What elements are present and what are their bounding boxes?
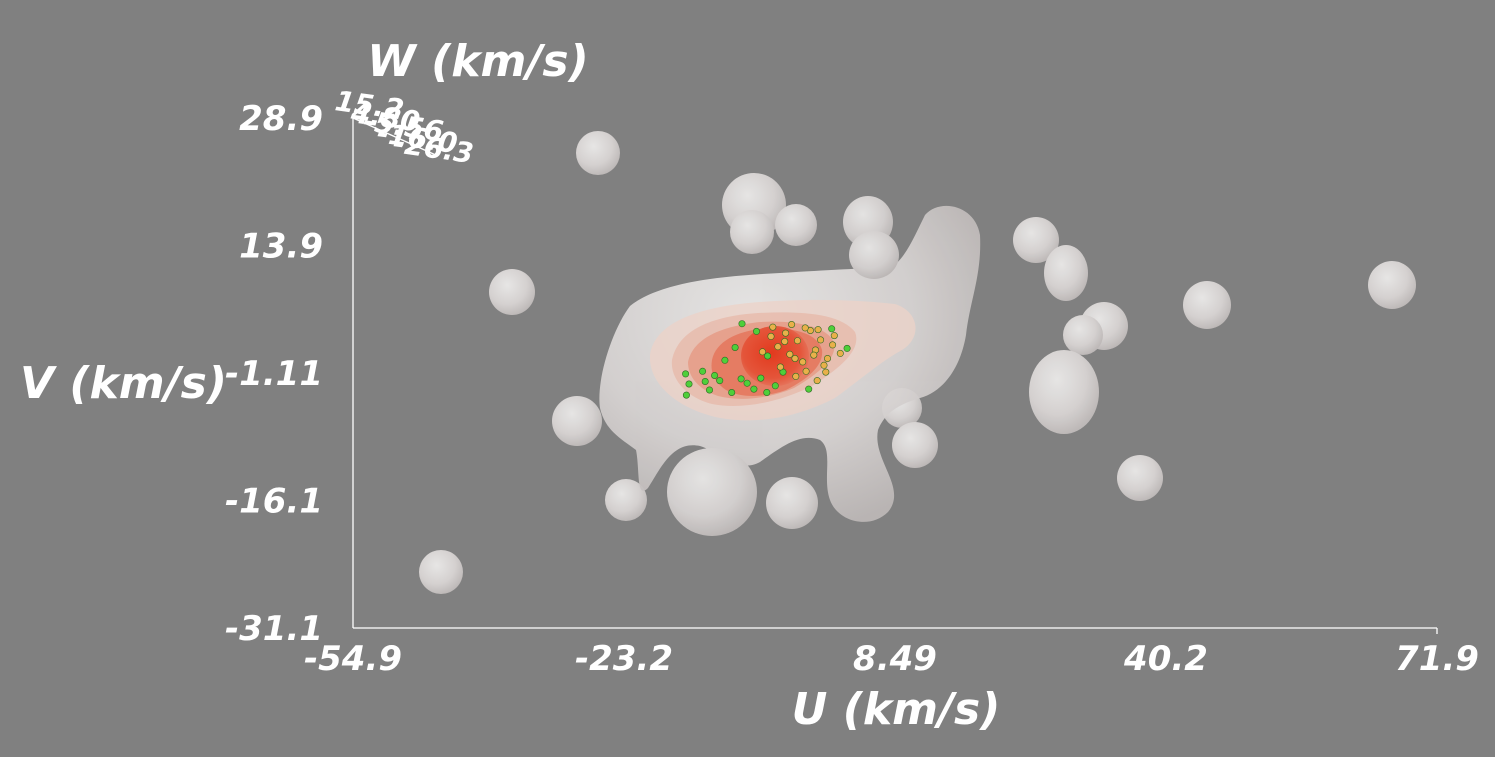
- data-point: [837, 350, 843, 356]
- outlier-blob: [1117, 455, 1163, 501]
- w-tick-labels: 15.24.80-5.56-16.0-26.3: [333, 84, 476, 170]
- data-point: [686, 381, 692, 387]
- w-tick-label: -26.3: [391, 126, 476, 170]
- data-point: [722, 357, 728, 363]
- x-tick-label: -23.2: [575, 639, 673, 679]
- data-point: [683, 392, 689, 398]
- y-tick-labels: -31.1 -16.1 -1.11 13.9 28.9: [225, 99, 323, 649]
- data-point: [815, 326, 821, 332]
- y-tick-label: -16.1: [225, 482, 323, 522]
- data-point: [788, 321, 794, 327]
- data-point: [751, 386, 757, 392]
- data-point: [772, 383, 778, 389]
- data-point: [732, 344, 738, 350]
- data-point: [729, 389, 735, 395]
- data-point: [759, 349, 765, 355]
- isosurface-volume: [419, 131, 1416, 594]
- data-point: [814, 377, 820, 383]
- data-point: [817, 337, 823, 343]
- outlier-blob: [1183, 281, 1231, 329]
- data-point: [800, 359, 806, 365]
- data-point: [829, 326, 835, 332]
- outlier-blob: [892, 422, 938, 468]
- data-point: [782, 330, 788, 336]
- outlier-blob: [419, 550, 463, 594]
- data-point: [775, 344, 781, 350]
- x-tick-labels: -54.9 -23.2 8.49 40.2 71.9: [304, 639, 1479, 679]
- outlier-blob: [766, 477, 818, 529]
- data-point: [829, 342, 835, 348]
- outlier-blob: [552, 396, 602, 446]
- outlier-blob: [730, 210, 774, 254]
- w-axis-label: W (km/s): [367, 36, 588, 87]
- data-point: [777, 364, 783, 370]
- y-tick-label: 28.9: [239, 99, 323, 139]
- y-tick-label: 13.9: [239, 227, 323, 267]
- outlier-blob: [775, 204, 817, 246]
- outlier-blob: [1044, 245, 1088, 301]
- data-point: [768, 333, 774, 339]
- data-point: [782, 338, 788, 344]
- data-point: [717, 377, 723, 383]
- data-point: [811, 352, 817, 358]
- data-point: [702, 378, 708, 384]
- data-point: [793, 373, 799, 379]
- outlier-blob: [489, 269, 535, 315]
- outlier-blob: [1029, 350, 1099, 434]
- data-point: [787, 351, 793, 357]
- data-point: [806, 386, 812, 392]
- data-point: [739, 321, 745, 327]
- data-point: [803, 368, 809, 374]
- x-tick-label: 71.9: [1395, 639, 1479, 679]
- data-point: [738, 376, 744, 382]
- data-point: [706, 387, 712, 393]
- data-point: [758, 375, 764, 381]
- outlier-blob: [576, 131, 620, 175]
- x-axis-label: U (km/s): [792, 684, 1001, 735]
- data-point: [792, 355, 798, 361]
- data-point: [823, 369, 829, 375]
- data-point: [821, 362, 827, 368]
- data-point: [682, 371, 688, 377]
- x-tick-label: 40.2: [1123, 639, 1208, 679]
- data-point: [744, 380, 750, 386]
- y-tick-label: -31.1: [225, 609, 323, 649]
- data-point: [802, 325, 808, 331]
- y-tick-label: -1.11: [225, 354, 323, 394]
- data-point: [794, 338, 800, 344]
- data-point: [699, 368, 705, 374]
- outlier-blob: [1368, 261, 1416, 309]
- x-tick-label: 8.49: [853, 639, 937, 679]
- data-point: [764, 389, 770, 395]
- y-axis-label: V (km/s): [20, 358, 227, 409]
- outlier-blob: [1063, 315, 1103, 355]
- data-point: [844, 345, 850, 351]
- data-point: [831, 332, 837, 338]
- data-point: [770, 324, 776, 330]
- data-point: [753, 328, 759, 334]
- data-point: [824, 355, 830, 361]
- data-point: [711, 372, 717, 378]
